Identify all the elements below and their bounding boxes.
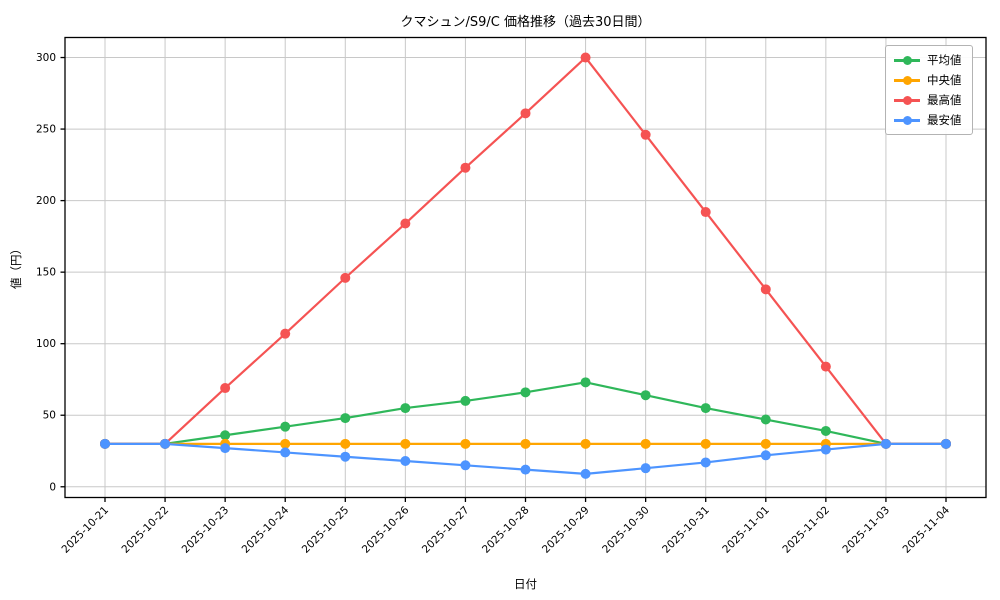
series-point-average bbox=[280, 421, 291, 432]
x-tick-label: 2025-10-25 bbox=[300, 504, 352, 556]
series-point-min bbox=[880, 438, 891, 449]
series-point-max bbox=[520, 108, 531, 119]
series-point-min bbox=[220, 443, 231, 454]
series-point-min bbox=[400, 456, 411, 467]
series-point-min bbox=[160, 438, 171, 449]
series-point-max bbox=[280, 328, 291, 339]
legend-marker-icon bbox=[894, 115, 920, 125]
series-point-min bbox=[280, 447, 291, 458]
legend-marker-icon bbox=[894, 95, 920, 105]
x-tick-label: 2025-11-01 bbox=[720, 504, 772, 556]
x-tick-label: 2025-10-24 bbox=[240, 504, 292, 556]
series-point-min bbox=[460, 460, 471, 471]
series-point-average bbox=[520, 387, 531, 398]
series-point-max bbox=[340, 272, 351, 283]
series-point-average bbox=[400, 403, 411, 414]
series-point-median bbox=[280, 438, 291, 449]
y-tick-label: 50 bbox=[43, 410, 56, 422]
x-tick-label: 2025-10-29 bbox=[540, 504, 592, 556]
x-tick-label: 2025-10-22 bbox=[120, 504, 172, 556]
y-tick-label: 200 bbox=[36, 195, 56, 207]
series-point-average bbox=[580, 377, 591, 388]
x-tick-label: 2025-10-23 bbox=[180, 504, 232, 556]
x-tick-label: 2025-10-31 bbox=[660, 504, 712, 556]
series-point-min bbox=[760, 450, 771, 461]
legend-marker-icon bbox=[894, 55, 920, 65]
legend-item-average: 平均値 bbox=[894, 52, 962, 68]
series-point-max bbox=[580, 52, 591, 63]
series-point-average bbox=[640, 390, 651, 401]
legend-marker-icon bbox=[894, 75, 920, 85]
y-tick-label: 0 bbox=[49, 481, 56, 493]
series-point-average bbox=[220, 430, 231, 441]
legend-item-min: 最安値 bbox=[894, 112, 962, 128]
legend-label: 最安値 bbox=[927, 113, 962, 127]
x-tick-label: 2025-10-30 bbox=[600, 504, 652, 556]
series-point-median bbox=[340, 438, 351, 449]
series-point-max bbox=[640, 129, 651, 140]
series-point-max bbox=[400, 218, 411, 229]
x-tick-label: 2025-11-02 bbox=[780, 504, 832, 556]
x-tick-label: 2025-10-28 bbox=[480, 504, 532, 556]
series-point-max bbox=[820, 361, 831, 372]
y-tick-label: 250 bbox=[36, 124, 56, 136]
x-tick-label: 2025-10-26 bbox=[360, 504, 412, 556]
legend-label: 平均値 bbox=[927, 53, 962, 67]
x-tick-label: 2025-11-04 bbox=[900, 504, 952, 556]
series-point-min bbox=[820, 444, 831, 455]
x-axis-label: 日付 bbox=[514, 577, 537, 591]
legend-label: 最高値 bbox=[927, 93, 962, 107]
series-point-min bbox=[580, 468, 591, 479]
y-tick-label: 300 bbox=[36, 52, 56, 64]
series-point-average bbox=[760, 414, 771, 425]
x-tick-label: 2025-10-21 bbox=[59, 504, 111, 556]
legend-item-max: 最高値 bbox=[894, 92, 962, 108]
series-point-min bbox=[640, 463, 651, 474]
series-point-min bbox=[941, 438, 951, 449]
series-point-median bbox=[580, 438, 591, 449]
series-point-max bbox=[460, 162, 471, 173]
chart-title: クマシュン/S9/C 価格推移（過去30日間） bbox=[400, 15, 651, 30]
series-point-average bbox=[340, 413, 351, 424]
series-point-average bbox=[820, 425, 831, 436]
series-point-min bbox=[340, 451, 351, 462]
legend: 平均値中央値最高値最安値 bbox=[885, 45, 973, 135]
series-point-min bbox=[100, 438, 110, 449]
series-point-median bbox=[460, 438, 471, 449]
series-point-max bbox=[760, 284, 771, 295]
series-point-median bbox=[640, 438, 651, 449]
series-point-median bbox=[760, 438, 771, 449]
legend-item-median: 中央値 bbox=[894, 72, 962, 88]
legend-label: 中央値 bbox=[927, 73, 962, 87]
series-point-min bbox=[520, 464, 531, 475]
series-point-median bbox=[700, 438, 711, 449]
series-point-median bbox=[400, 438, 411, 449]
y-axis-label: 値（円） bbox=[9, 243, 23, 289]
series-point-max bbox=[700, 207, 711, 218]
series-point-max bbox=[220, 383, 231, 394]
series-point-average bbox=[460, 395, 471, 406]
series-point-min bbox=[700, 457, 711, 468]
y-tick-label: 150 bbox=[36, 267, 56, 279]
series-point-median bbox=[520, 438, 531, 449]
y-tick-label: 100 bbox=[36, 338, 56, 350]
x-tick-label: 2025-11-03 bbox=[840, 504, 892, 556]
x-tick-label: 2025-10-27 bbox=[420, 504, 472, 556]
series-point-average bbox=[700, 403, 711, 414]
